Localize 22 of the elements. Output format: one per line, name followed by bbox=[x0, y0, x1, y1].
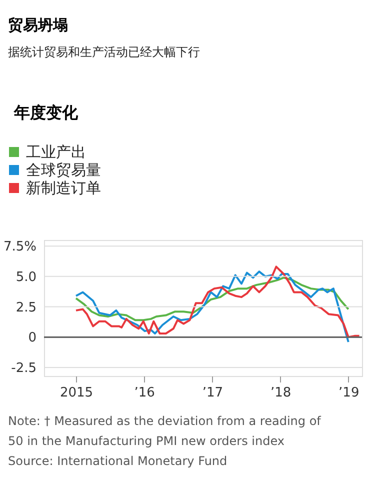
line-series bbox=[75, 276, 350, 322]
y-tick-label: 7.5% bbox=[3, 240, 36, 255]
y-tick-label: 2.5 bbox=[16, 300, 36, 316]
legend-label: 工业产出 bbox=[26, 143, 86, 161]
y-tick-label: 0 bbox=[28, 330, 36, 346]
text: 50 in the Manufacturing PMI new orders index bbox=[8, 434, 285, 448]
y-tick-label: -2.5 bbox=[11, 361, 36, 376]
x-tick-label: 2015 bbox=[60, 386, 94, 400]
chart-title: 贸易坍塌 bbox=[8, 16, 68, 34]
chart-subtitle: 据统计贸易和生产活动已经大幅下行 bbox=[8, 45, 200, 59]
x-tick-label: ’19 bbox=[338, 386, 360, 400]
text: Note: † Measured as the deviation from a reading of bbox=[8, 414, 322, 428]
legend-title: 年度变化 bbox=[13, 103, 79, 122]
line-series bbox=[75, 266, 360, 338]
x-tick-label: ’16 bbox=[134, 386, 155, 400]
x-tick-label: ’17 bbox=[202, 386, 224, 400]
legend-label: 全球贸易量 bbox=[26, 161, 101, 179]
legend-label: 新制造订单 bbox=[26, 179, 101, 197]
y-tick-label: 5.0 bbox=[16, 270, 36, 285]
line-series bbox=[75, 270, 350, 343]
x-tick-label: ’18 bbox=[270, 386, 292, 400]
source-note: Source: International Monetary Fund bbox=[8, 454, 228, 468]
